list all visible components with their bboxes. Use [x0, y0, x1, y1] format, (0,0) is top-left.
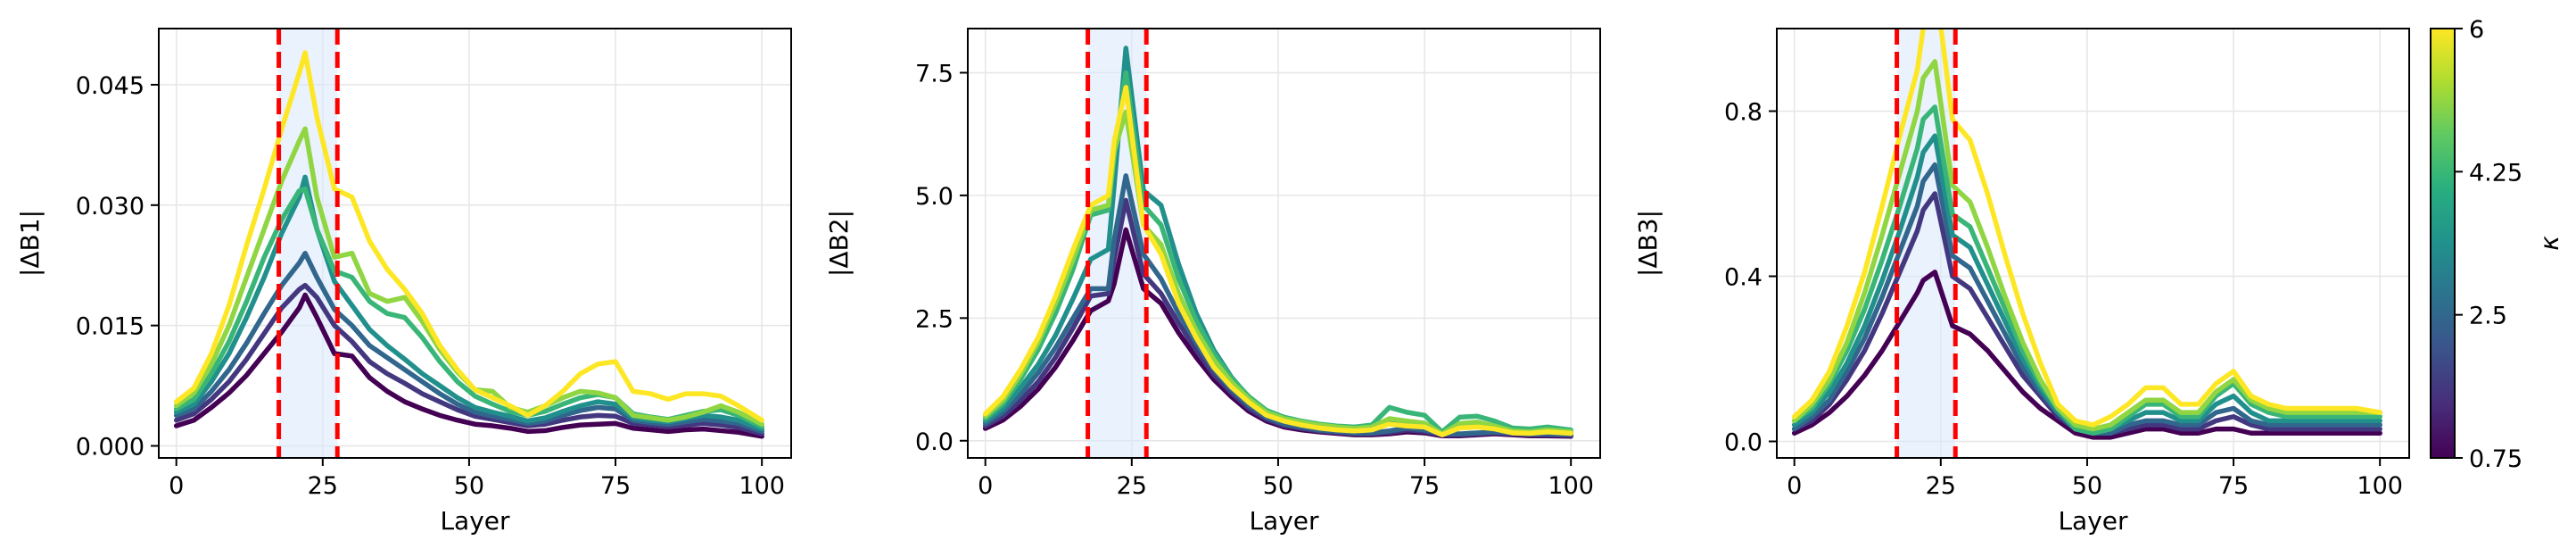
- colorbar: 0.75 2.5 4.25 6 κ: [2430, 16, 2564, 473]
- x-tick-label: 0: [169, 472, 184, 500]
- y-axis-label: |ΔB1|: [15, 210, 45, 277]
- x-axis-label: Layer: [1249, 506, 1319, 536]
- y-axis-label: |ΔB2|: [824, 210, 854, 277]
- x-tick-label: 0: [1787, 472, 1802, 500]
- series-line-7: [982, 85, 1573, 437]
- y-tick-label: 2.5: [915, 305, 954, 333]
- panel-1: 0 25 50 75 100 0.000 0.015 0.030 0.045 Layer |ΔB1|: [15, 28, 792, 536]
- series-line-7: [1791, 29, 2382, 428]
- y-tick-label: 0.000: [76, 434, 144, 461]
- x-tick-label: 100: [1548, 472, 1594, 500]
- x-tick-label: 25: [308, 472, 338, 500]
- colorbar-label: κ: [2535, 236, 2564, 251]
- series-line-5: [1791, 104, 2382, 436]
- y-tick-label: 0.4: [1724, 264, 1763, 292]
- y-tick-label: 0.0: [1724, 429, 1763, 457]
- series-group: [1791, 29, 2382, 440]
- colorbar-tick-label: 2.5: [2469, 303, 2507, 330]
- x-tick-label: 50: [1263, 472, 1293, 500]
- x-tick-label: 50: [2072, 472, 2102, 500]
- x-tick-label: 25: [1117, 472, 1147, 500]
- y-tick-label: 0.045: [76, 72, 144, 100]
- x-tick-label: 75: [1409, 472, 1440, 500]
- x-tick-label: 100: [739, 472, 785, 500]
- series-group: [982, 46, 1573, 439]
- y-tick-label: 0.8: [1724, 99, 1763, 127]
- axes-frame: [967, 28, 1601, 459]
- y-tick-label: 0.015: [76, 313, 144, 341]
- x-tick-label: 50: [454, 472, 484, 500]
- plot-area: [968, 29, 1600, 458]
- colorbar-tick-label: 6: [2469, 16, 2484, 44]
- y-tick-label: 0.0: [915, 428, 954, 456]
- y-tick-label: 5.0: [915, 183, 954, 211]
- series-line-1: [173, 292, 764, 439]
- series-line-1: [1791, 270, 2382, 440]
- series-line-7: [173, 50, 764, 423]
- x-axis-label: Layer: [2058, 506, 2128, 536]
- x-tick-label: 75: [600, 472, 631, 500]
- axes-frame: [158, 28, 792, 459]
- series-group: [173, 50, 764, 439]
- colorbar-tick-label: 4.25: [2469, 159, 2522, 187]
- colorbar-tick-label: 0.75: [2469, 445, 2522, 473]
- x-tick-label: 75: [2218, 472, 2249, 500]
- series-line-6: [1791, 59, 2382, 432]
- x-axis-label: Layer: [440, 506, 510, 536]
- y-axis-label: |ΔB3|: [1633, 210, 1663, 277]
- x-tick-label: 100: [2357, 472, 2403, 500]
- x-tick-label: 25: [1926, 472, 1956, 500]
- y-tick-label: 7.5: [915, 60, 954, 87]
- panel-3: 0 25 50 75 100 0.0 0.4 0.8 Layer |ΔB3|: [1633, 28, 2410, 536]
- colorbar-gradient: [2430, 28, 2456, 459]
- axes-frame: [1776, 28, 2410, 459]
- x-tick-label: 0: [978, 472, 993, 500]
- panel-2: 0 25 50 75 100 0.0 2.5 5.0 7.5 Layer |ΔB2|: [824, 28, 1601, 536]
- y-tick-label: 0.030: [76, 193, 144, 220]
